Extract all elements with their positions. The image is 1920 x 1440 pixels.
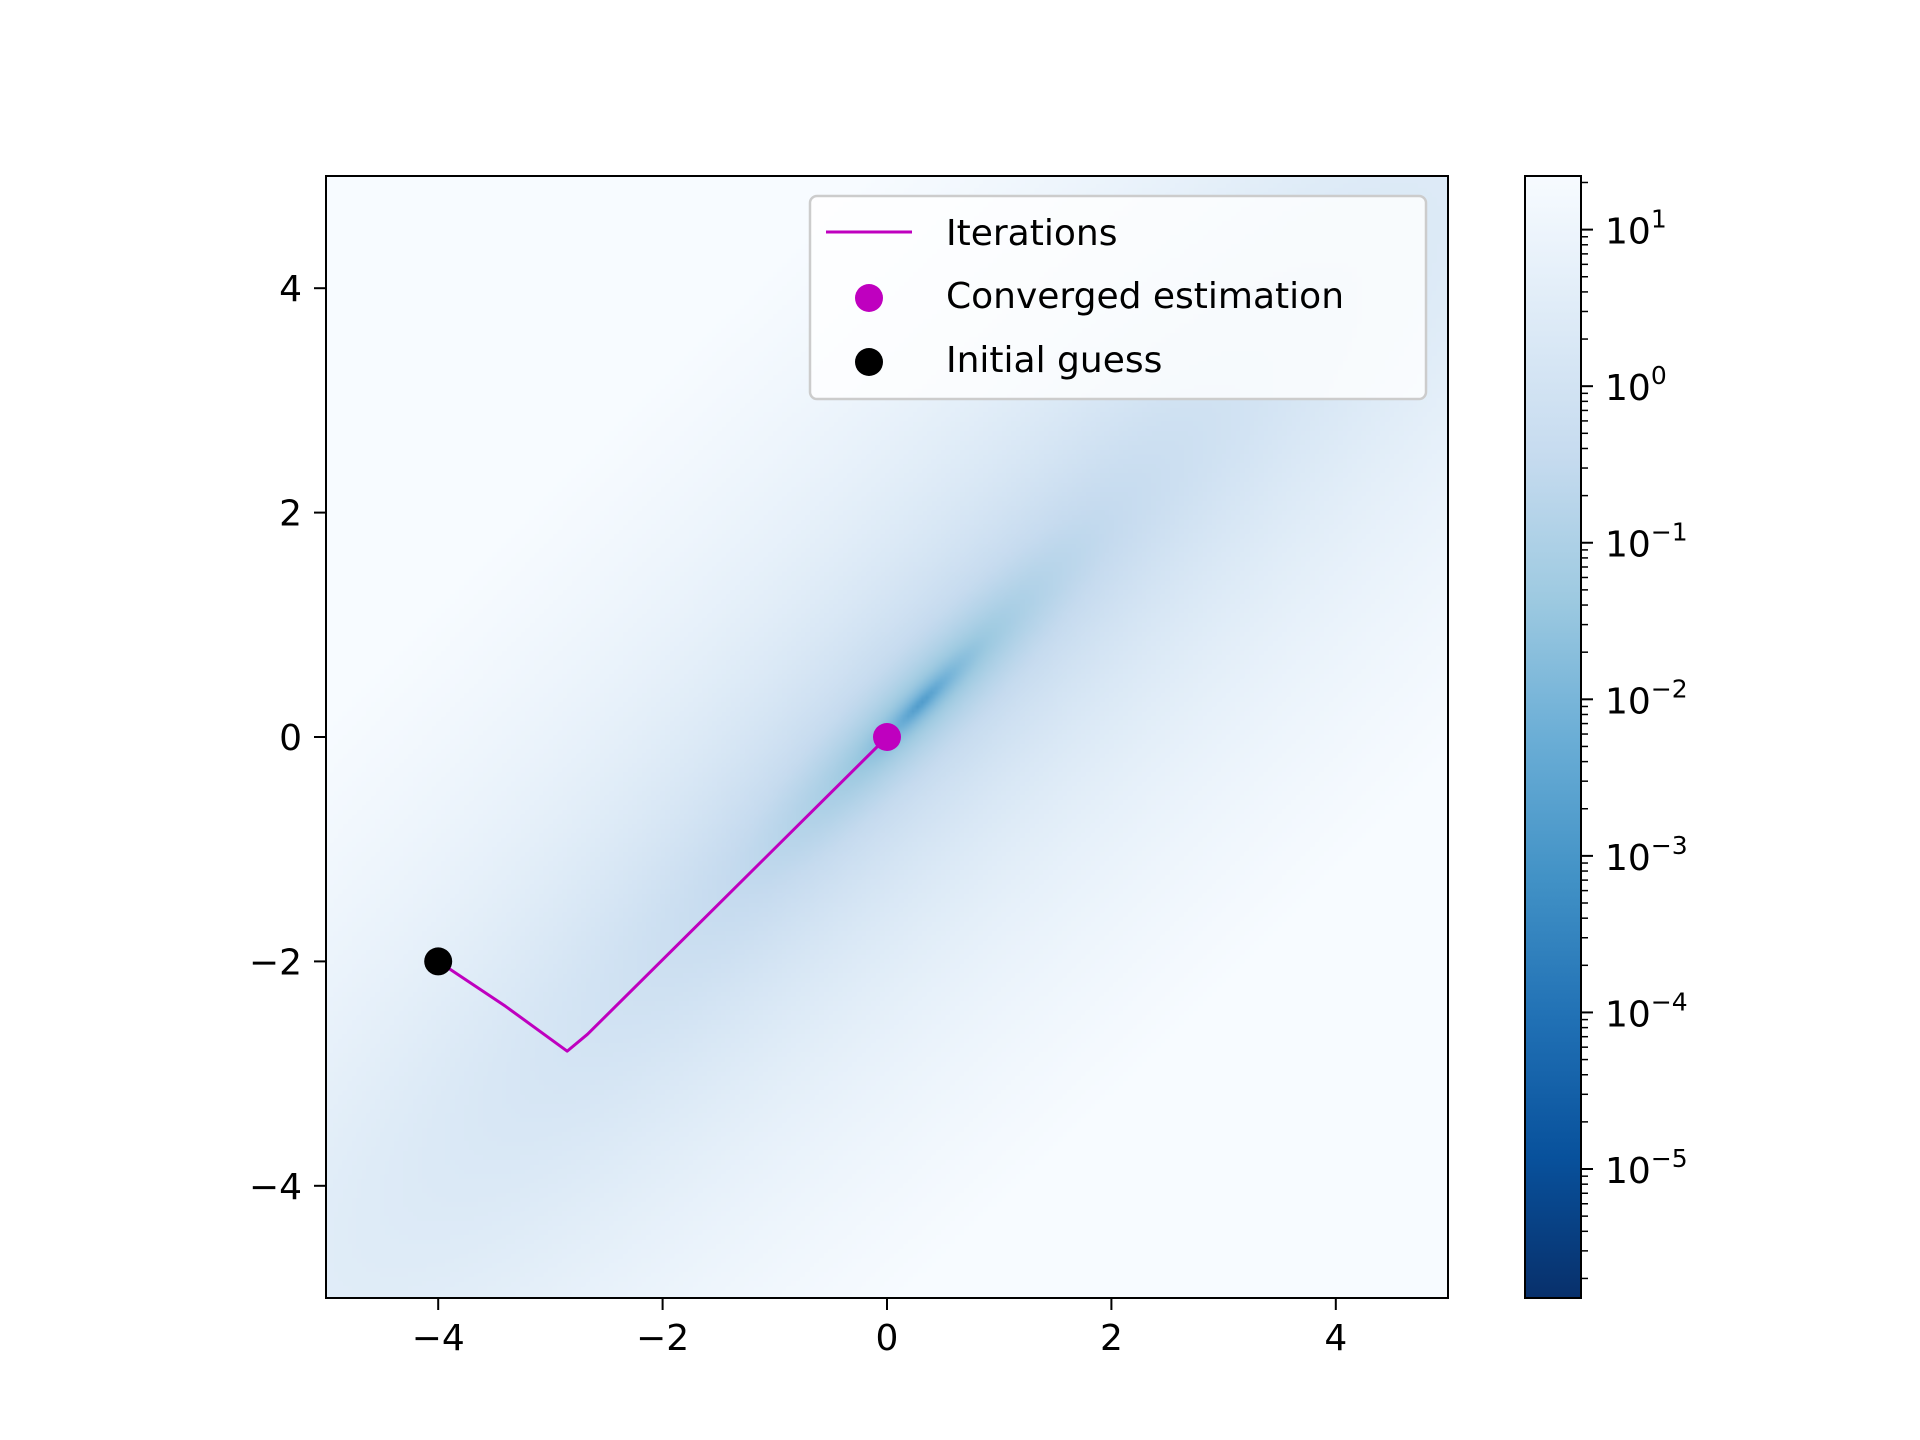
colorbar-major-ticks: 101 100 10−1 10−2 10−3 10−4 10−5 <box>1581 205 1688 1192</box>
colorbar-tick-label: 101 <box>1605 205 1667 253</box>
colorbar-tick-label: 10−5 <box>1605 1144 1688 1192</box>
y-tick-label: 2 <box>279 494 302 535</box>
legend: Iterations Converged estimation Initial … <box>808 194 1428 401</box>
legend-marker-converged <box>855 284 883 312</box>
colorbar-tick-label: 100 <box>1605 361 1667 409</box>
x-tick-label: −2 <box>636 1318 689 1359</box>
y-tick-label: 4 <box>279 269 302 310</box>
legend-label-converged: Converged estimation <box>946 276 1344 317</box>
colorbar-tick-label: 10−1 <box>1605 518 1688 566</box>
y-tick-label: 0 <box>279 718 302 759</box>
x-tick-label: −4 <box>412 1318 465 1359</box>
series-layer <box>424 723 901 1053</box>
y-tick-label: −4 <box>249 1167 302 1208</box>
point-initial-guess <box>424 947 453 976</box>
y-tick-label: −2 <box>249 942 302 983</box>
y-axis: −4 −2 0 2 4 <box>249 269 326 1208</box>
legend-box <box>808 194 1428 401</box>
colorbar-minor-ticks <box>1581 181 1588 1280</box>
x-tick-label: 2 <box>1100 1318 1123 1359</box>
colorbar: 101 100 10−1 10−2 10−3 10−4 10−5 <box>1524 175 1688 1299</box>
x-tick-label: 4 <box>1324 1318 1347 1359</box>
colorbar-tick-label: 10−3 <box>1605 831 1688 879</box>
colorbar-tick-label: 10−2 <box>1605 674 1688 722</box>
x-axis: −4 −2 0 2 4 <box>412 1298 1347 1359</box>
legend-marker-initial <box>855 348 883 376</box>
series-line-iterations <box>437 735 889 1053</box>
point-converged-estimation <box>873 723 901 751</box>
legend-label-initial: Initial guess <box>946 340 1162 381</box>
colorbar-frame <box>1524 175 1582 1299</box>
x-tick-label: 0 <box>876 1318 899 1359</box>
legend-label-iterations: Iterations <box>946 213 1117 254</box>
colorbar-tick-label: 10−4 <box>1605 987 1688 1035</box>
colorbar-gradient <box>1525 176 1581 1298</box>
